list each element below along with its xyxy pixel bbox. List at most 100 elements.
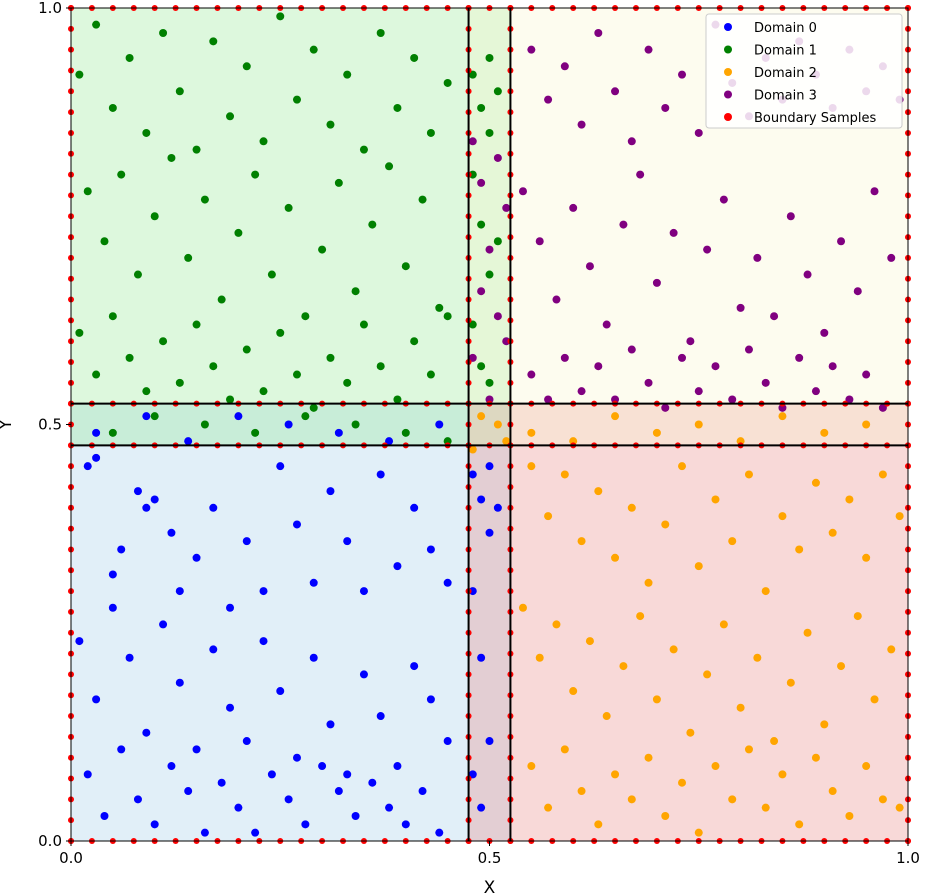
domain-0-point <box>468 470 477 479</box>
domain-0-point <box>334 787 343 796</box>
domain-0-point <box>301 820 310 829</box>
domain-2-point <box>694 828 703 837</box>
domain-dividers <box>71 8 908 841</box>
domain-2-point <box>527 762 536 771</box>
legend: Domain 0 Domain 1 Domain 2 Domain 3 Boundary… <box>705 13 903 129</box>
x-axis-label: X <box>484 878 496 895</box>
domain-1-point <box>226 395 235 404</box>
domain-0-point <box>184 437 193 446</box>
domain-1-point <box>276 12 285 21</box>
legend-marker <box>724 90 732 99</box>
domain-3-point <box>669 228 678 237</box>
domain-1-point <box>242 62 251 71</box>
domain-3-point <box>678 70 687 79</box>
domain-1-point <box>309 45 318 54</box>
domain-2-point <box>694 420 703 429</box>
domain-0-point <box>485 462 494 471</box>
domain-2-point <box>686 728 695 737</box>
domain-0-point <box>393 562 402 571</box>
legend-marker <box>724 68 732 76</box>
domain-2-point <box>761 587 770 596</box>
domain-0-point <box>92 453 101 462</box>
domain-2-point <box>518 603 527 612</box>
domain-3-point <box>560 62 569 71</box>
domain-0-point <box>209 503 218 512</box>
domain-3-point <box>652 278 661 287</box>
domain-0-point <box>142 728 151 737</box>
domain-3-point <box>694 387 703 396</box>
domain-3-point <box>527 370 536 379</box>
domain-3-point <box>468 137 477 146</box>
domain-2-point <box>527 428 536 437</box>
domain-1-point <box>301 412 310 421</box>
domain-0-point <box>493 503 502 512</box>
domain-0-point <box>259 637 268 646</box>
domain-1-point <box>351 420 360 429</box>
domain-3-point <box>602 320 611 329</box>
domain-2-point <box>560 745 569 754</box>
domain-3-point <box>594 28 603 37</box>
domain-3-point <box>753 253 762 262</box>
domain-2-point <box>661 520 670 529</box>
domain-1-point <box>401 428 410 437</box>
domain-2-point <box>493 420 502 429</box>
domain-3-point <box>493 312 502 321</box>
axis-ticks: 0.0 0.5 1.0 0.0 0.5 1.0 <box>38 0 920 867</box>
domain-2-point <box>652 695 661 704</box>
domain-2-point <box>828 528 837 537</box>
domain-1-point <box>108 103 117 112</box>
domain-1-point <box>184 253 193 262</box>
domain-3-point <box>585 262 594 271</box>
domain-0-point <box>226 603 235 612</box>
domain-0-point <box>75 637 84 646</box>
domain-3-point <box>686 337 695 346</box>
domain-2-point <box>811 478 820 487</box>
domain-2-point <box>795 820 804 829</box>
domain-3-point <box>837 237 846 246</box>
y-tick-label: 1.0 <box>38 0 62 17</box>
domain-1-point <box>284 203 293 212</box>
domain-1-point <box>108 312 117 321</box>
domain-1-point <box>83 187 92 196</box>
domain-0-point <box>167 762 176 771</box>
domain-0-point <box>435 420 444 429</box>
domain-2-point <box>878 470 887 479</box>
domain-0-point <box>385 437 394 446</box>
domain-3-point <box>694 128 703 137</box>
domain-3-point <box>560 353 569 362</box>
domain-0-point <box>485 737 494 746</box>
domain-0-point <box>468 770 477 779</box>
domain-0-point <box>393 762 402 771</box>
domain-1-point <box>493 237 502 246</box>
domain-2-point <box>652 428 661 437</box>
domain-region-2 <box>468 403 908 841</box>
domain-2-point <box>778 412 787 421</box>
domain-0-point <box>410 662 419 671</box>
domain-1-point <box>276 328 285 337</box>
domain-0-point <box>334 428 343 437</box>
domain-3-point <box>477 287 486 296</box>
domain-0-point <box>477 653 486 662</box>
domain-1-point <box>426 370 435 379</box>
legend-marker <box>724 45 732 54</box>
domain-0-point <box>485 528 494 537</box>
domain-0-point <box>376 470 385 479</box>
domain-2-point <box>845 495 854 504</box>
domain-3-point <box>711 362 720 371</box>
domain-3-point <box>477 178 486 187</box>
domain-0-point <box>200 828 209 837</box>
domain-3-point <box>828 362 837 371</box>
legend-label: Domain 2 <box>754 66 817 81</box>
domain-1-point <box>359 145 368 154</box>
domain-0-point <box>326 720 335 729</box>
domain-0-point <box>292 753 301 762</box>
domain-1-point <box>318 245 327 254</box>
domain-1-point <box>485 270 494 279</box>
domain-1-point <box>359 320 368 329</box>
domain-2-point <box>778 770 787 779</box>
domain-3-point <box>544 95 553 104</box>
domain-0-point <box>477 495 486 504</box>
domain-3-point <box>468 353 477 362</box>
x-tick-label: 0.5 <box>478 849 502 867</box>
domain-0-point <box>167 528 176 537</box>
